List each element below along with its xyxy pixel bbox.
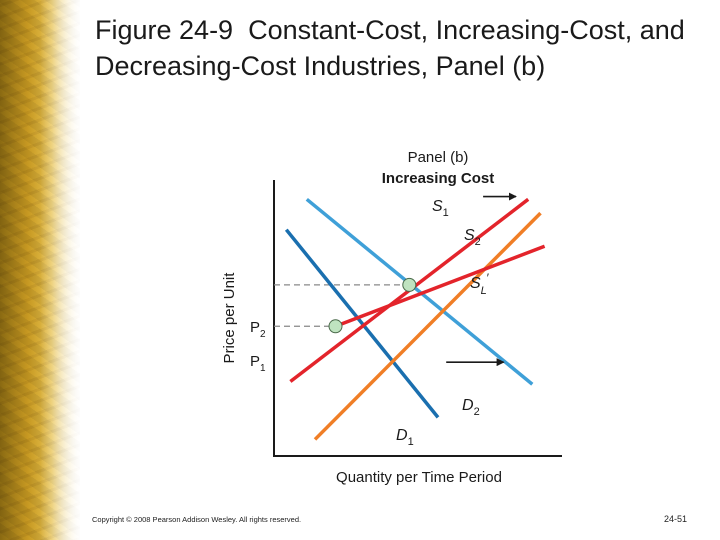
panel-label: Panel (b) — [408, 149, 469, 166]
x-axis-label: Quantity per Time Period — [336, 469, 502, 486]
sidebar-fade — [40, 0, 85, 540]
equilibrium-point-2 — [402, 277, 417, 292]
label-sl-prime: SL′ — [470, 271, 490, 297]
label-s1: S1 — [432, 198, 449, 219]
equilibrium-point-1 — [328, 319, 343, 334]
tick-label-p2: P2 — [250, 319, 266, 340]
s2-curve — [313, 211, 542, 441]
page-number: 24-51 — [664, 514, 688, 524]
copyright-notice: Copyright © 2008 Pearson Addison Wesley.… — [92, 515, 302, 524]
sl-prime-curve — [334, 244, 546, 328]
decorative-sidebar — [0, 0, 85, 540]
label-d1: D1 — [396, 427, 414, 448]
y-axis-label: Price per Unit — [221, 272, 238, 364]
d2-curve — [305, 197, 534, 386]
tick-label-p1: P1 — [250, 353, 266, 374]
label-d2: D2 — [462, 397, 480, 418]
figure-caption: Constant-Cost, Increasing-Cost, and Decr… — [95, 15, 685, 81]
figure-number: Figure 24-9 — [95, 15, 234, 45]
panel-title: Increasing Cost — [382, 170, 495, 187]
d1-curve — [284, 228, 440, 419]
label-s2: S2 — [464, 227, 481, 248]
slide-title: Figure 24-9 Constant-Cost, Increasing-Co… — [95, 12, 695, 84]
